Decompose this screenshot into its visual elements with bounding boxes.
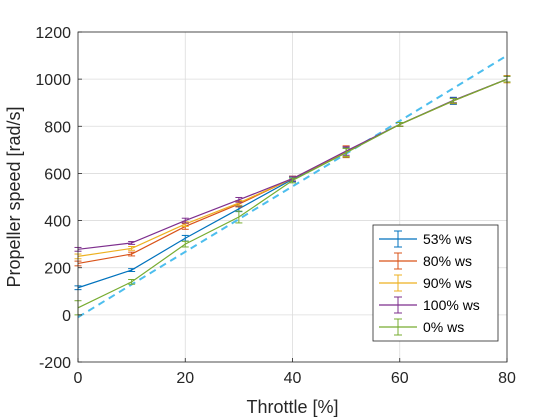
error-bar-4-6 [396,122,404,127]
legend-label-3: 100% ws [423,297,480,313]
error-bar-2-1 [128,246,136,251]
y-tick-label-3: 400 [44,214,71,231]
legend-item-4: 0% ws [379,318,464,336]
error-bar-4-1 [128,279,136,285]
y-tick-label-4: 600 [44,166,71,183]
x-axis-label: Throttle [%] [246,397,338,417]
y-axis-label: Propeller speed [rad/s] [4,106,24,287]
x-tick-label-4: 80 [498,370,516,387]
x-tick-label-3: 60 [391,370,409,387]
grid [77,31,508,363]
y-tick-label-6: 1000 [35,72,71,89]
legend-label-1: 80% ws [423,253,472,269]
series-group [74,75,511,316]
error-bar-4-4 [289,177,296,184]
error-bar-0-1 [128,268,136,272]
x-tick-label-0: 0 [74,370,83,387]
x-tick-label-1: 20 [176,370,194,387]
y-tick-label-5: 800 [44,119,71,136]
y-tick-label-0: -200 [39,355,71,372]
legend-item-1: 80% ws [379,252,472,270]
error-bar-3-2 [181,217,189,224]
y-tick-label-2: 200 [44,261,71,278]
legend-item-3: 100% ws [379,296,480,314]
legend: 53% ws 80% ws 90% ws 100% ws 0% ws [372,224,499,342]
y-tick-label-7: 1200 [35,25,71,42]
error-bar-4-7 [449,97,457,104]
error-bar-3-1 [128,241,136,245]
error-bar-4-5 [342,147,350,158]
error-bar-4-3 [235,210,243,224]
x-tick-label-2: 40 [284,370,302,387]
error-bar-1-1 [128,251,136,257]
error-bar-3-3 [235,196,243,203]
legend-label-2: 90% ws [423,275,472,291]
series-4 [74,75,511,316]
legend-item-2: 90% ws [379,274,472,292]
error-bar-4-2 [181,240,189,248]
legend-item-0: 53% ws [379,230,472,248]
legend-label-4: 0% ws [423,319,464,335]
legend-label-0: 53% ws [423,231,472,247]
y-tick-label-1: 0 [62,308,71,325]
